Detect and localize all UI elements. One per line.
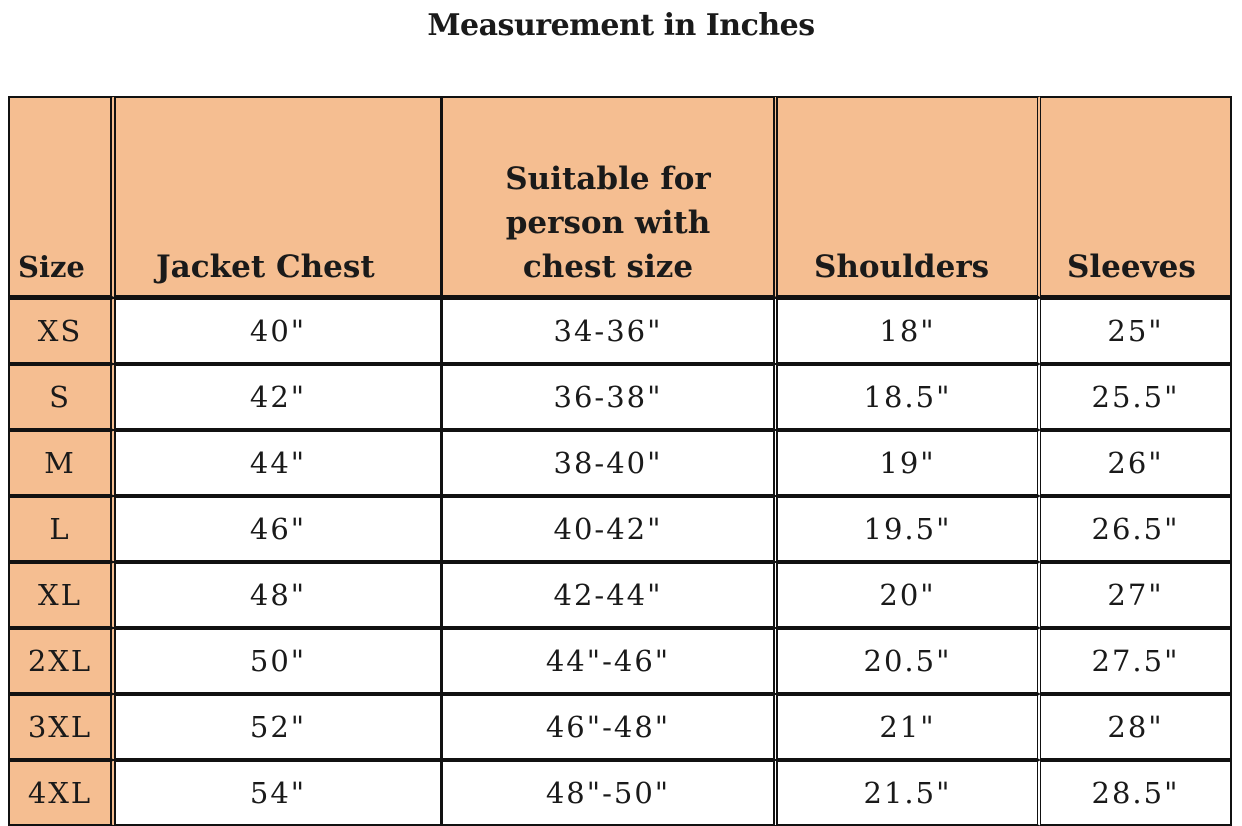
table-row: 4XL 54" 48"-50" 21.5" 28.5" [8,760,1232,826]
header-suitable-line-1: Suitable for [505,161,711,197]
size-cell: 4XL [8,760,116,826]
jacket-chest-cell: 44" [116,430,443,496]
header-suitable-line-3: chest size [522,249,694,285]
table-row: M 44" 38-40" 19" 26" [8,430,1232,496]
jacket-chest-cell: 42" [116,364,443,430]
jacket-chest-cell: 54" [116,760,443,826]
jacket-chest-cell: 40" [116,298,443,364]
suitable-chest-cell: 46"-48" [443,694,778,760]
header-sleeves: Sleeves [1041,96,1232,298]
suitable-chest-cell: 40-42" [443,496,778,562]
sleeves-cell: 26" [1041,430,1232,496]
jacket-chest-cell: 52" [116,694,443,760]
size-cell: 3XL [8,694,116,760]
table-header: Size Jacket Chest Suitable for person wi… [8,96,1232,298]
sleeves-cell: 28.5" [1041,760,1232,826]
size-cell: S [8,364,116,430]
jacket-chest-cell: 48" [116,562,443,628]
sleeves-cell: 25" [1041,298,1232,364]
shoulders-cell: 18.5" [778,364,1041,430]
header-suitable-line-2: person with [505,205,711,241]
sleeves-cell: 27" [1041,562,1232,628]
shoulders-cell: 20.5" [778,628,1041,694]
header-suitable-chest: Suitable for person with chest size [443,96,778,298]
header-jacket-chest: Jacket Chest [116,96,443,298]
jacket-chest-cell: 46" [116,496,443,562]
suitable-chest-cell: 34-36" [443,298,778,364]
suitable-chest-cell: 42-44" [443,562,778,628]
suitable-chest-cell: 38-40" [443,430,778,496]
size-cell: XS [8,298,116,364]
suitable-chest-cell: 48"-50" [443,760,778,826]
header-shoulders: Shoulders [778,96,1041,298]
size-cell: 2XL [8,628,116,694]
table-row: XS 40" 34-36" 18" 25" [8,298,1232,364]
table-body: XS 40" 34-36" 18" 25" S 42" 36-38" 18.5"… [8,298,1232,826]
size-cell: M [8,430,116,496]
table-row: L 46" 40-42" 19.5" 26.5" [8,496,1232,562]
suitable-chest-cell: 44"-46" [443,628,778,694]
sleeves-cell: 26.5" [1041,496,1232,562]
jacket-chest-cell: 50" [116,628,443,694]
suitable-chest-cell: 36-38" [443,364,778,430]
table-row: S 42" 36-38" 18.5" 25.5" [8,364,1232,430]
size-cell: XL [8,562,116,628]
table-row: XL 48" 42-44" 20" 27" [8,562,1232,628]
sleeves-cell: 25.5" [1041,364,1232,430]
table-row: 2XL 50" 44"-46" 20.5" 27.5" [8,628,1232,694]
table-row: 3XL 52" 46"-48" 21" 28" [8,694,1232,760]
page-title: Measurement in Inches [427,8,815,43]
shoulders-cell: 21.5" [778,760,1041,826]
shoulders-cell: 19.5" [778,496,1041,562]
header-size: Size [8,96,116,298]
shoulders-cell: 20" [778,562,1041,628]
shoulders-cell: 19" [778,430,1041,496]
size-cell: L [8,496,116,562]
header-row: Size Jacket Chest Suitable for person wi… [8,96,1232,298]
sleeves-cell: 28" [1041,694,1232,760]
shoulders-cell: 18" [778,298,1041,364]
sleeves-cell: 27.5" [1041,628,1232,694]
shoulders-cell: 21" [778,694,1041,760]
size-chart-table: Size Jacket Chest Suitable for person wi… [8,96,1232,826]
